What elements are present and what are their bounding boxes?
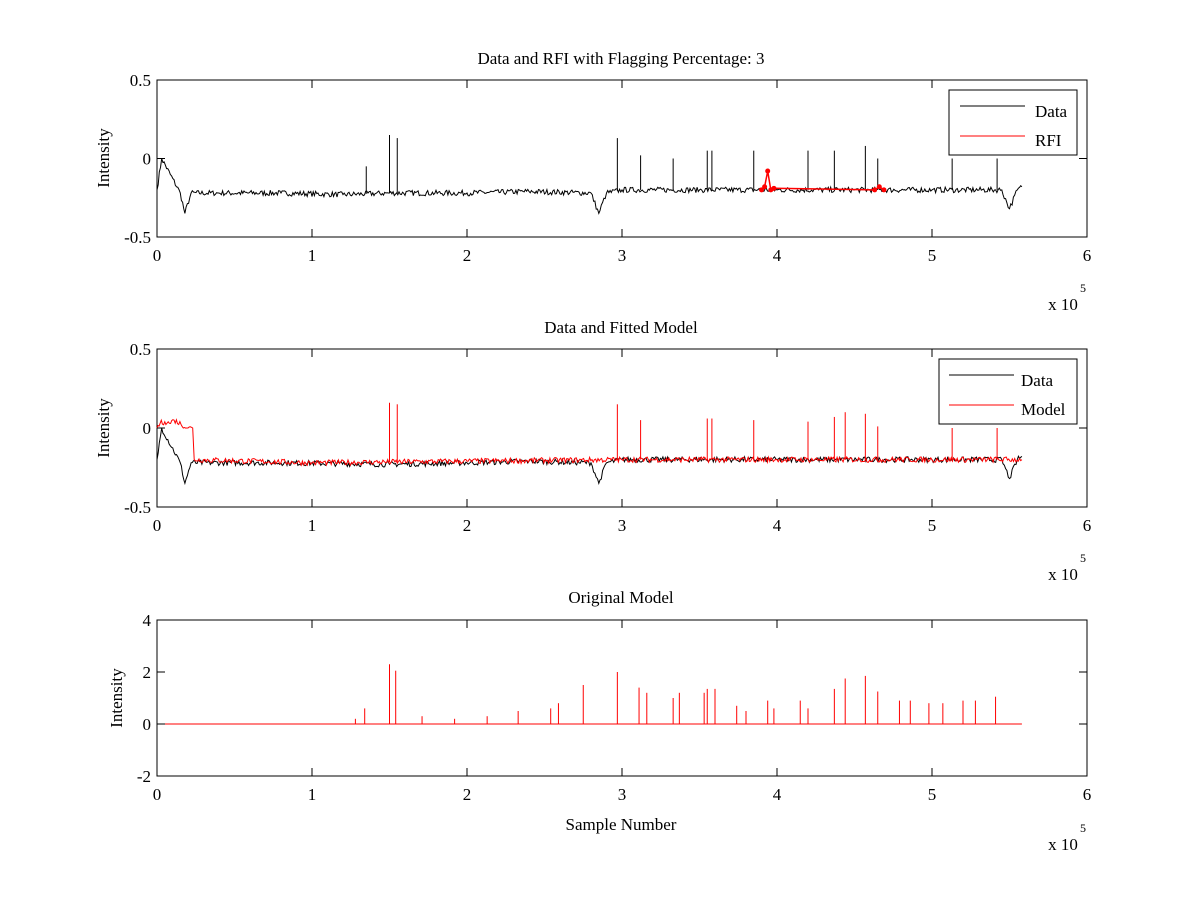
panel-1-xtick-label: 3 xyxy=(618,246,627,265)
panel-2-axes xyxy=(156,348,1088,508)
panel-3-x-multiplier: x 10 xyxy=(1048,835,1078,854)
panel-3-ylabel: Intensity xyxy=(107,668,126,728)
panel-3-series xyxy=(160,664,1022,725)
panel-2-legend-data-label: Data xyxy=(1021,371,1054,390)
panel-2-ytick-label: 0 xyxy=(143,419,152,438)
panel-2-ticks: 0 1 2 3 4 5 6-0.500.5 xyxy=(124,340,1091,535)
panel-2-series xyxy=(156,402,1023,486)
panel-2-x-multiplier: x 10 xyxy=(1048,565,1078,584)
panel-1-xtick-label: 1 xyxy=(308,246,317,265)
panel-1-xtick-label: 0 xyxy=(153,246,162,265)
panel-1-x-multiplier: x 10 xyxy=(1048,295,1078,314)
panel-3-xtick-label: 2 xyxy=(463,785,472,804)
panel-2-title: Data and Fitted Model xyxy=(544,318,698,337)
panel-3-ytick-label: -2 xyxy=(137,767,151,786)
panel-2-model-line xyxy=(156,418,1023,467)
panel-1-ytick-label: 0.5 xyxy=(130,71,151,90)
panel-1-ylabel: Intensity xyxy=(94,128,113,188)
panel-3-x-multiplier-exponent: 5 xyxy=(1080,821,1086,835)
panel-3-xtick-label: 3 xyxy=(618,785,627,804)
panel-3-xtick-label: 0 xyxy=(153,785,162,804)
panel-3-xtick-label: 4 xyxy=(773,785,782,804)
panel-2-xtick-label: 1 xyxy=(308,516,317,535)
panel-3-title: Original Model xyxy=(568,588,674,607)
panel-1-ytick-label: -0.5 xyxy=(124,228,151,247)
panel-3-ytick-label: 0 xyxy=(143,715,152,734)
panel-2-xtick-label: 2 xyxy=(463,516,472,535)
panel-2-ylabel: Intensity xyxy=(94,398,113,458)
panel-2-ytick-label: -0.5 xyxy=(124,498,151,517)
panel-2-xtick-label: 5 xyxy=(928,516,937,535)
panel-1-legend-data-label: Data xyxy=(1035,102,1068,121)
panel-1-legend-rfi-label: RFI xyxy=(1035,131,1062,150)
panel-2-xtick-label: 6 xyxy=(1083,516,1092,535)
panel-2-legend-box xyxy=(938,358,1078,425)
panel-1-xtick-label: 4 xyxy=(773,246,782,265)
panel-3-xtick-label: 6 xyxy=(1083,785,1092,804)
panel-1: Data and RFI with Flagging Percentage: 3… xyxy=(94,49,1091,314)
panel-1-series xyxy=(156,134,1023,215)
panel-1-ytick-label: 0 xyxy=(143,150,152,169)
panel-2-xtick-label: 4 xyxy=(773,516,782,535)
panel-3-ytick-label: 2 xyxy=(143,663,152,682)
panel-2-xtick-label: 3 xyxy=(618,516,627,535)
panel-2-ytick-label: 0.5 xyxy=(130,340,151,359)
panel-1-legend: Data RFI xyxy=(948,89,1078,156)
panel-3-xtick-label: 1 xyxy=(308,785,317,804)
panel-1-ticks: 0 1 2 3 4 5 6-0.500.5 xyxy=(124,71,1091,265)
panel-3-ytick-label: 4 xyxy=(143,611,152,630)
panel-2-xtick-label: 0 xyxy=(153,516,162,535)
panel-2-legend-model-label: Model xyxy=(1021,400,1066,419)
panel-1-axes xyxy=(156,79,1088,238)
panel-2-x-multiplier-exponent: 5 xyxy=(1080,551,1086,565)
panel-3-xtick-label: 5 xyxy=(928,785,937,804)
panel-2-legend: Data Model xyxy=(938,358,1078,425)
panel-3-axes xyxy=(156,619,1088,777)
panel-3-xlabel: Sample Number xyxy=(566,815,677,834)
panel-1-title: Data and RFI with Flagging Percentage: 3 xyxy=(477,49,764,68)
panel-3: Original Model Intensity Sample Number 0… xyxy=(107,588,1091,854)
panel-1-rfi-line xyxy=(760,170,885,192)
panel-1-legend-box xyxy=(948,89,1078,156)
panel-1-xtick-label: 5 xyxy=(928,246,937,265)
panel-1-xtick-label: 6 xyxy=(1083,246,1092,265)
panel-2: Data and Fitted Model Intensity 0 1 2 3 4 5 6 -… xyxy=(94,318,1091,584)
panel-1-x-multiplier-exponent: 5 xyxy=(1080,281,1086,295)
panel-1-xtick-label: 2 xyxy=(463,246,472,265)
